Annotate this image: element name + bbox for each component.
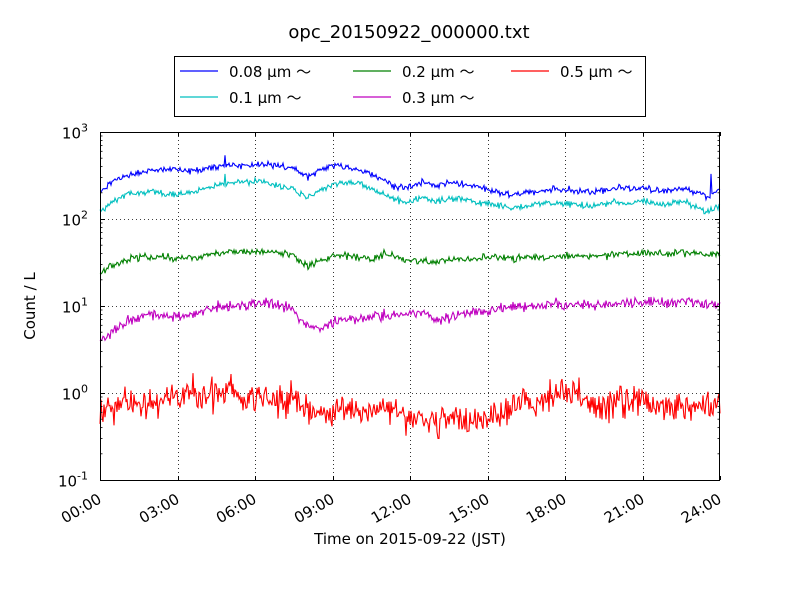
legend-box bbox=[174, 56, 646, 117]
series-line bbox=[100, 155, 721, 202]
y-tick-label: 100 bbox=[62, 383, 88, 404]
y-tick-labels: 10-1 100 101 102 103 bbox=[58, 122, 88, 491]
x-tick-label: 18:00 bbox=[523, 490, 569, 527]
series-lines bbox=[99, 155, 721, 440]
series-line bbox=[99, 295, 721, 342]
legend: 0.08 μm ～ 0.1 μm ～ 0.2 μm ～ 0.3 μm ～ 0.5 μm … bbox=[174, 56, 646, 117]
x-axis-label: Time on 2015-09-22 (JST) bbox=[313, 530, 506, 548]
y-tick-label: 102 bbox=[62, 209, 88, 230]
x-tick-label: 12:00 bbox=[368, 490, 414, 527]
series-line bbox=[99, 247, 721, 275]
chart-title: opc_20150922_000000.txt bbox=[288, 22, 529, 43]
series-line bbox=[99, 373, 721, 440]
y-tick-label: 10-1 bbox=[58, 470, 88, 491]
legend-label: 0.3 μm ～ bbox=[402, 89, 475, 107]
x-tick-label: 03:00 bbox=[136, 490, 182, 527]
x-tick-label: 09:00 bbox=[291, 490, 337, 527]
y-tick-label: 103 bbox=[62, 122, 88, 143]
legend-label: 0.5 μm ～ bbox=[560, 63, 633, 81]
legend-label: 0.2 μm ～ bbox=[402, 63, 475, 81]
legend-label: 0.08 μm ～ bbox=[229, 63, 311, 81]
series-line bbox=[99, 173, 721, 215]
legend-label: 0.1 μm ～ bbox=[229, 89, 302, 107]
axis-ticks bbox=[100, 132, 721, 481]
x-tick-label: 00:00 bbox=[58, 490, 104, 527]
x-tick-label: 21:00 bbox=[601, 490, 647, 527]
x-tick-label: 15:00 bbox=[446, 490, 492, 527]
x-tick-label: 24:00 bbox=[678, 490, 724, 527]
x-tick-labels: 00:00 03:00 06:00 09:00 12:00 15:00 18:00 21:00… bbox=[58, 490, 724, 527]
y-axis-label: Count / L bbox=[21, 272, 39, 340]
y-tick-label: 101 bbox=[62, 296, 88, 317]
x-tick-label: 06:00 bbox=[213, 490, 259, 527]
